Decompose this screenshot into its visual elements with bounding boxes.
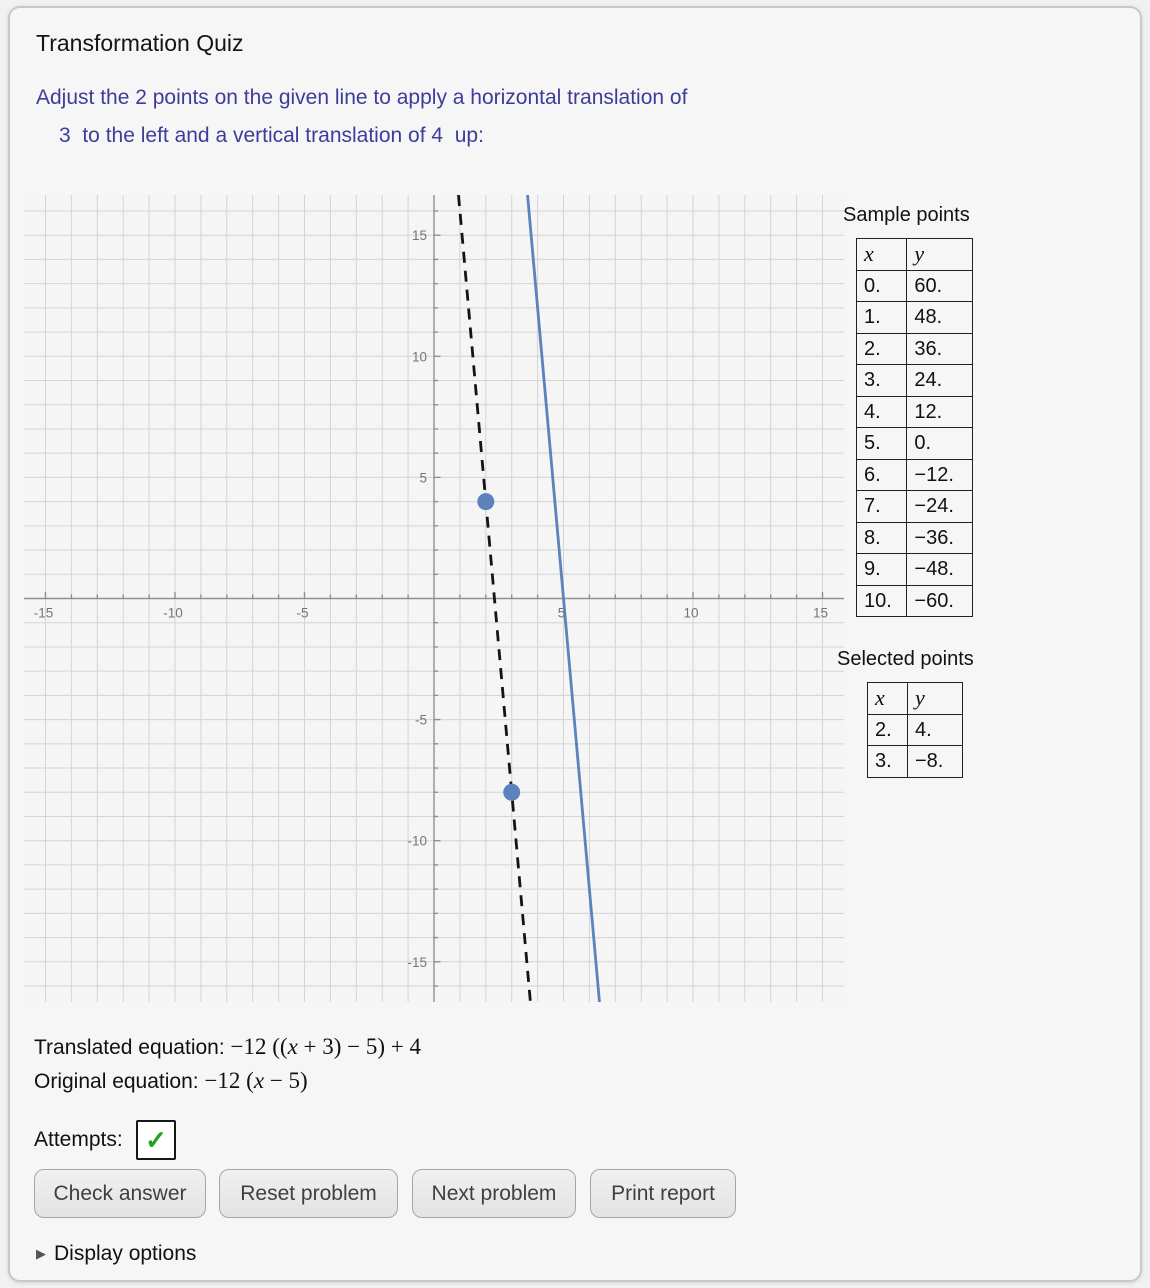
table-row: 10. −60. [855,584,973,617]
sample-points-table: x y 0. 60. 1. 48. 2. 36. 3. 24. 4. 12. 5. 0. 6. −12. 7… [855,238,973,617]
table-row: 6. −12. [855,458,973,491]
col-header-y: y [907,682,963,715]
svg-text:10: 10 [683,606,698,621]
instruction-line-2: 3 to the left and a vertical translation… [59,124,484,147]
table-cell: 0. [906,427,973,460]
svg-text:-15: -15 [34,606,54,621]
display-options-toggle[interactable]: ▶ Display options [36,1242,196,1266]
table-cell: 5. [855,427,908,460]
table-cell: −48. [906,553,973,586]
table-cell: 8. [855,521,908,554]
table-cell: 3. [855,364,908,397]
svg-text:-15: -15 [407,955,427,970]
table-row: 7. −24. [855,490,973,523]
selected-points-table: x y 2. 4. 3. −8. [867,682,963,778]
tick-labels: -15 -10 -5 5 10 15 -15 -10 -5 5 10 15 [34,228,828,970]
display-options-label: Display options [54,1242,197,1265]
instruction-line-1: Adjust the 2 points on the given line to… [36,86,688,109]
translated-equation-formula: −12 ((x + 3) − 5) + 4 [230,1034,422,1059]
table-cell: 4. [855,395,908,428]
table-cell: 12. [906,395,973,428]
original-equation-label: Original equation: [34,1070,199,1093]
sample-points-heading: Sample points [843,204,970,226]
table-row: 2. 4. [867,713,963,746]
table-cell: −12. [906,458,973,491]
table-row: 1. 48. [855,301,973,334]
original-equation-row: Original equation: −12 (x − 5) [34,1068,308,1094]
table-cell: 6. [855,458,908,491]
table-header-row: x y [855,238,973,271]
translated-equation-label: Translated equation: [34,1036,225,1059]
table-cell: −24. [906,490,973,523]
table-row: 4. 12. [855,395,973,428]
svg-text:15: 15 [412,228,427,243]
col-header-x: x [867,682,908,715]
svg-text:5: 5 [558,606,566,621]
table-row: 5. 0. [855,427,973,460]
svg-text:-10: -10 [163,606,183,621]
graph-plot: -15 -10 -5 5 10 15 -15 -10 -5 5 10 15 [24,194,844,1003]
table-cell: 0. [855,269,908,302]
table-cell: −60. [906,584,973,617]
table-cell: 2. [855,332,908,365]
col-header-y: y [906,238,973,271]
original-equation-formula: −12 (x − 5) [204,1068,308,1093]
table-cell: 2. [867,713,908,746]
axes [24,195,844,1002]
translated-line [457,194,532,1003]
selected-points-heading: Selected points [837,648,974,670]
table-cell: 24. [906,364,973,397]
draggable-point[interactable] [503,783,521,801]
table-row: 3. 24. [855,364,973,397]
table-cell: 36. [906,332,973,365]
table-row: 9. −48. [855,553,973,586]
attempts-label: Attempts: [34,1128,123,1151]
svg-text:-5: -5 [415,713,427,728]
table-row: 2. 36. [855,332,973,365]
table-cell: 48. [906,301,973,334]
table-row: 8. −36. [855,521,973,554]
attempt-result-box: ✓ [136,1120,176,1160]
svg-text:5: 5 [419,470,427,485]
table-row: 0. 60. [855,269,973,302]
table-cell: 1. [855,301,908,334]
table-cell: 4. [907,713,963,746]
print-report-button[interactable]: Print report [590,1169,736,1218]
quiz-panel: Transformation Quiz Adjust the 2 points … [8,6,1142,1282]
page-title: Transformation Quiz [36,30,244,56]
next-problem-button[interactable]: Next problem [412,1169,576,1218]
table-cell: 60. [906,269,973,302]
table-header-row: x y [867,682,963,715]
reset-problem-button[interactable]: Reset problem [219,1169,398,1218]
table-row: 3. −8. [867,745,963,778]
translated-equation-row: Translated equation: −12 ((x + 3) − 5) +… [34,1034,421,1060]
svg-text:-10: -10 [407,834,427,849]
check-answer-button[interactable]: Check answer [34,1169,206,1218]
chevron-right-icon: ▶ [36,1246,46,1261]
table-cell: 9. [855,553,908,586]
table-cell: −8. [907,745,963,778]
svg-text:10: 10 [412,349,427,364]
svg-text:15: 15 [813,606,828,621]
table-cell: 7. [855,490,908,523]
table-cell: 3. [867,745,908,778]
col-header-x: x [855,238,908,271]
graph-svg: -15 -10 -5 5 10 15 -15 -10 -5 5 10 15 [24,194,844,1003]
original-line [526,194,601,1003]
table-cell: −36. [906,521,973,554]
svg-text:-5: -5 [296,606,308,621]
checkmark-icon: ✓ [145,1125,167,1155]
draggable-point[interactable] [477,493,495,511]
table-cell: 10. [855,584,908,617]
